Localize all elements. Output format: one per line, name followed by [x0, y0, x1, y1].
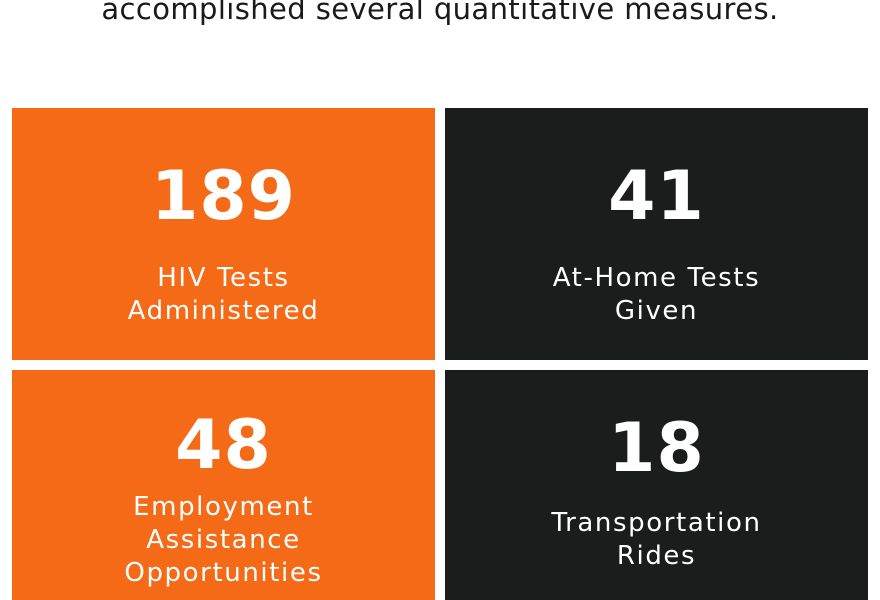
stat-label-line: Employment: [133, 492, 314, 522]
stat-value: 48: [175, 406, 272, 485]
stat-value: 189: [151, 157, 296, 236]
stat-label-line: Opportunities: [124, 558, 323, 588]
stat-value: 18: [608, 409, 705, 488]
stat-card-hiv-tests: 189 HIV Tests Administered: [12, 108, 435, 360]
intro-heading: accomplished several quantitative measur…: [101, 0, 779, 26]
stat-value: 41: [608, 157, 705, 236]
stat-label-line: Administered: [127, 296, 320, 326]
stat-card-transportation-rides: 18 Transportation Rides: [445, 370, 868, 600]
stat-label-line: Transportation: [551, 508, 762, 538]
stat-label: Transportation Rides: [445, 507, 868, 573]
stat-label-line: HIV Tests: [157, 263, 290, 293]
stat-label-line: Given: [614, 296, 699, 326]
stat-card-employment-assistance: 48 Employment Assistance Opportunities: [12, 370, 435, 600]
stat-label-line: Assistance: [146, 525, 301, 555]
stat-label-line: Rides: [616, 541, 697, 571]
stat-card-at-home-tests: 41 At-Home Tests Given: [445, 108, 868, 360]
stat-label-line: At-Home Tests: [552, 263, 761, 293]
stat-label: HIV Tests Administered: [12, 262, 435, 328]
stat-label: At-Home Tests Given: [445, 262, 868, 328]
stat-label: Employment Assistance Opportunities: [12, 491, 435, 590]
